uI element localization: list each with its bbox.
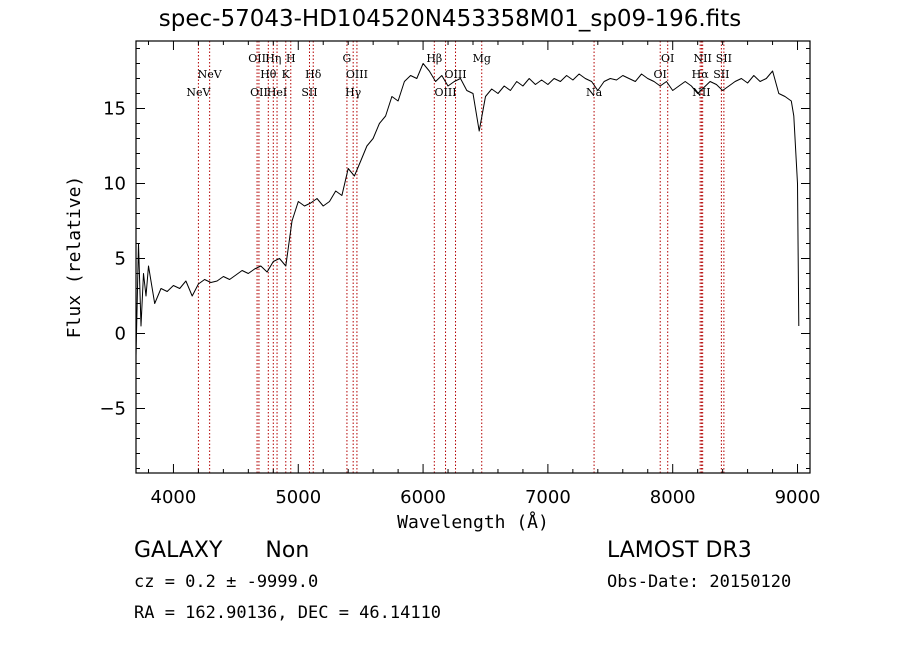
line-label: HeI (267, 86, 287, 99)
spectrum-line (135, 63, 800, 357)
line-labels: NeVNeVOIIOIIHθHηHeIKHSIIHδGHγOIIIHβOIIIO… (186, 52, 732, 99)
line-label: OIII (346, 68, 368, 81)
line-label: OII (248, 52, 266, 65)
line-label: Na (586, 86, 603, 99)
page-title: spec-57043-HD104520N453358M01_sp09-196.f… (158, 6, 742, 32)
x-tick-label: 6000 (400, 487, 446, 508)
line-label: NeV (186, 86, 211, 99)
y-tick-label: 5 (115, 249, 126, 270)
line-label: SII (716, 52, 732, 65)
line-label: OIII (444, 68, 466, 81)
x-tick-label: 4000 (151, 487, 197, 508)
line-label: G (343, 52, 352, 65)
line-label: Hα (692, 68, 710, 81)
line-label: Mg (473, 52, 491, 65)
line-label: Hδ (305, 68, 322, 81)
x-tick-label: 7000 (525, 487, 571, 508)
y-tick-label: −5 (99, 399, 126, 420)
line-label: H (286, 52, 296, 65)
y-tick-label: 0 (115, 324, 126, 345)
object-class-line: GALAXY Non (134, 538, 309, 563)
line-label: Hβ (426, 52, 442, 65)
survey-name: LAMOST DR3 (607, 538, 752, 563)
x-tick-label: 9000 (775, 487, 821, 508)
line-label: Hη (265, 52, 281, 65)
line-label: NII (693, 52, 711, 65)
y-tick-label: 10 (103, 174, 126, 195)
x-tick-label: 5000 (275, 487, 321, 508)
y-axis-label: Flux (relative) (64, 176, 85, 339)
x-tick-label: 8000 (650, 487, 696, 508)
object-subclass: Non (265, 538, 310, 563)
line-label: OIII (435, 86, 457, 99)
line-label: K (282, 68, 291, 81)
x-axis-label: Wavelength (Å) (397, 511, 549, 533)
line-label: SII (301, 86, 317, 99)
redshift-text: cz = 0.2 ± -9999.0 (134, 572, 319, 592)
obs-date-text: Obs-Date: 20150120 (607, 572, 792, 592)
line-label: Hθ (260, 68, 277, 81)
line-label: NeV (198, 68, 223, 81)
line-label: Hγ (345, 86, 362, 99)
plot-frame (135, 40, 811, 474)
line-label: SII (713, 68, 729, 81)
line-label: OI (661, 52, 674, 65)
emission-line-markers (197, 41, 725, 473)
line-label: OI (654, 68, 667, 81)
coords-text: RA = 162.90136, DEC = 46.14110 (134, 603, 442, 623)
line-label: OII (250, 86, 268, 99)
y-tick-label: 15 (103, 99, 126, 120)
axis-ticks: 4000 5000 6000 7000 8000 9000 −5 0 5 10 15 (99, 41, 820, 508)
line-label: NII (692, 86, 710, 99)
object-class: GALAXY (134, 538, 223, 563)
